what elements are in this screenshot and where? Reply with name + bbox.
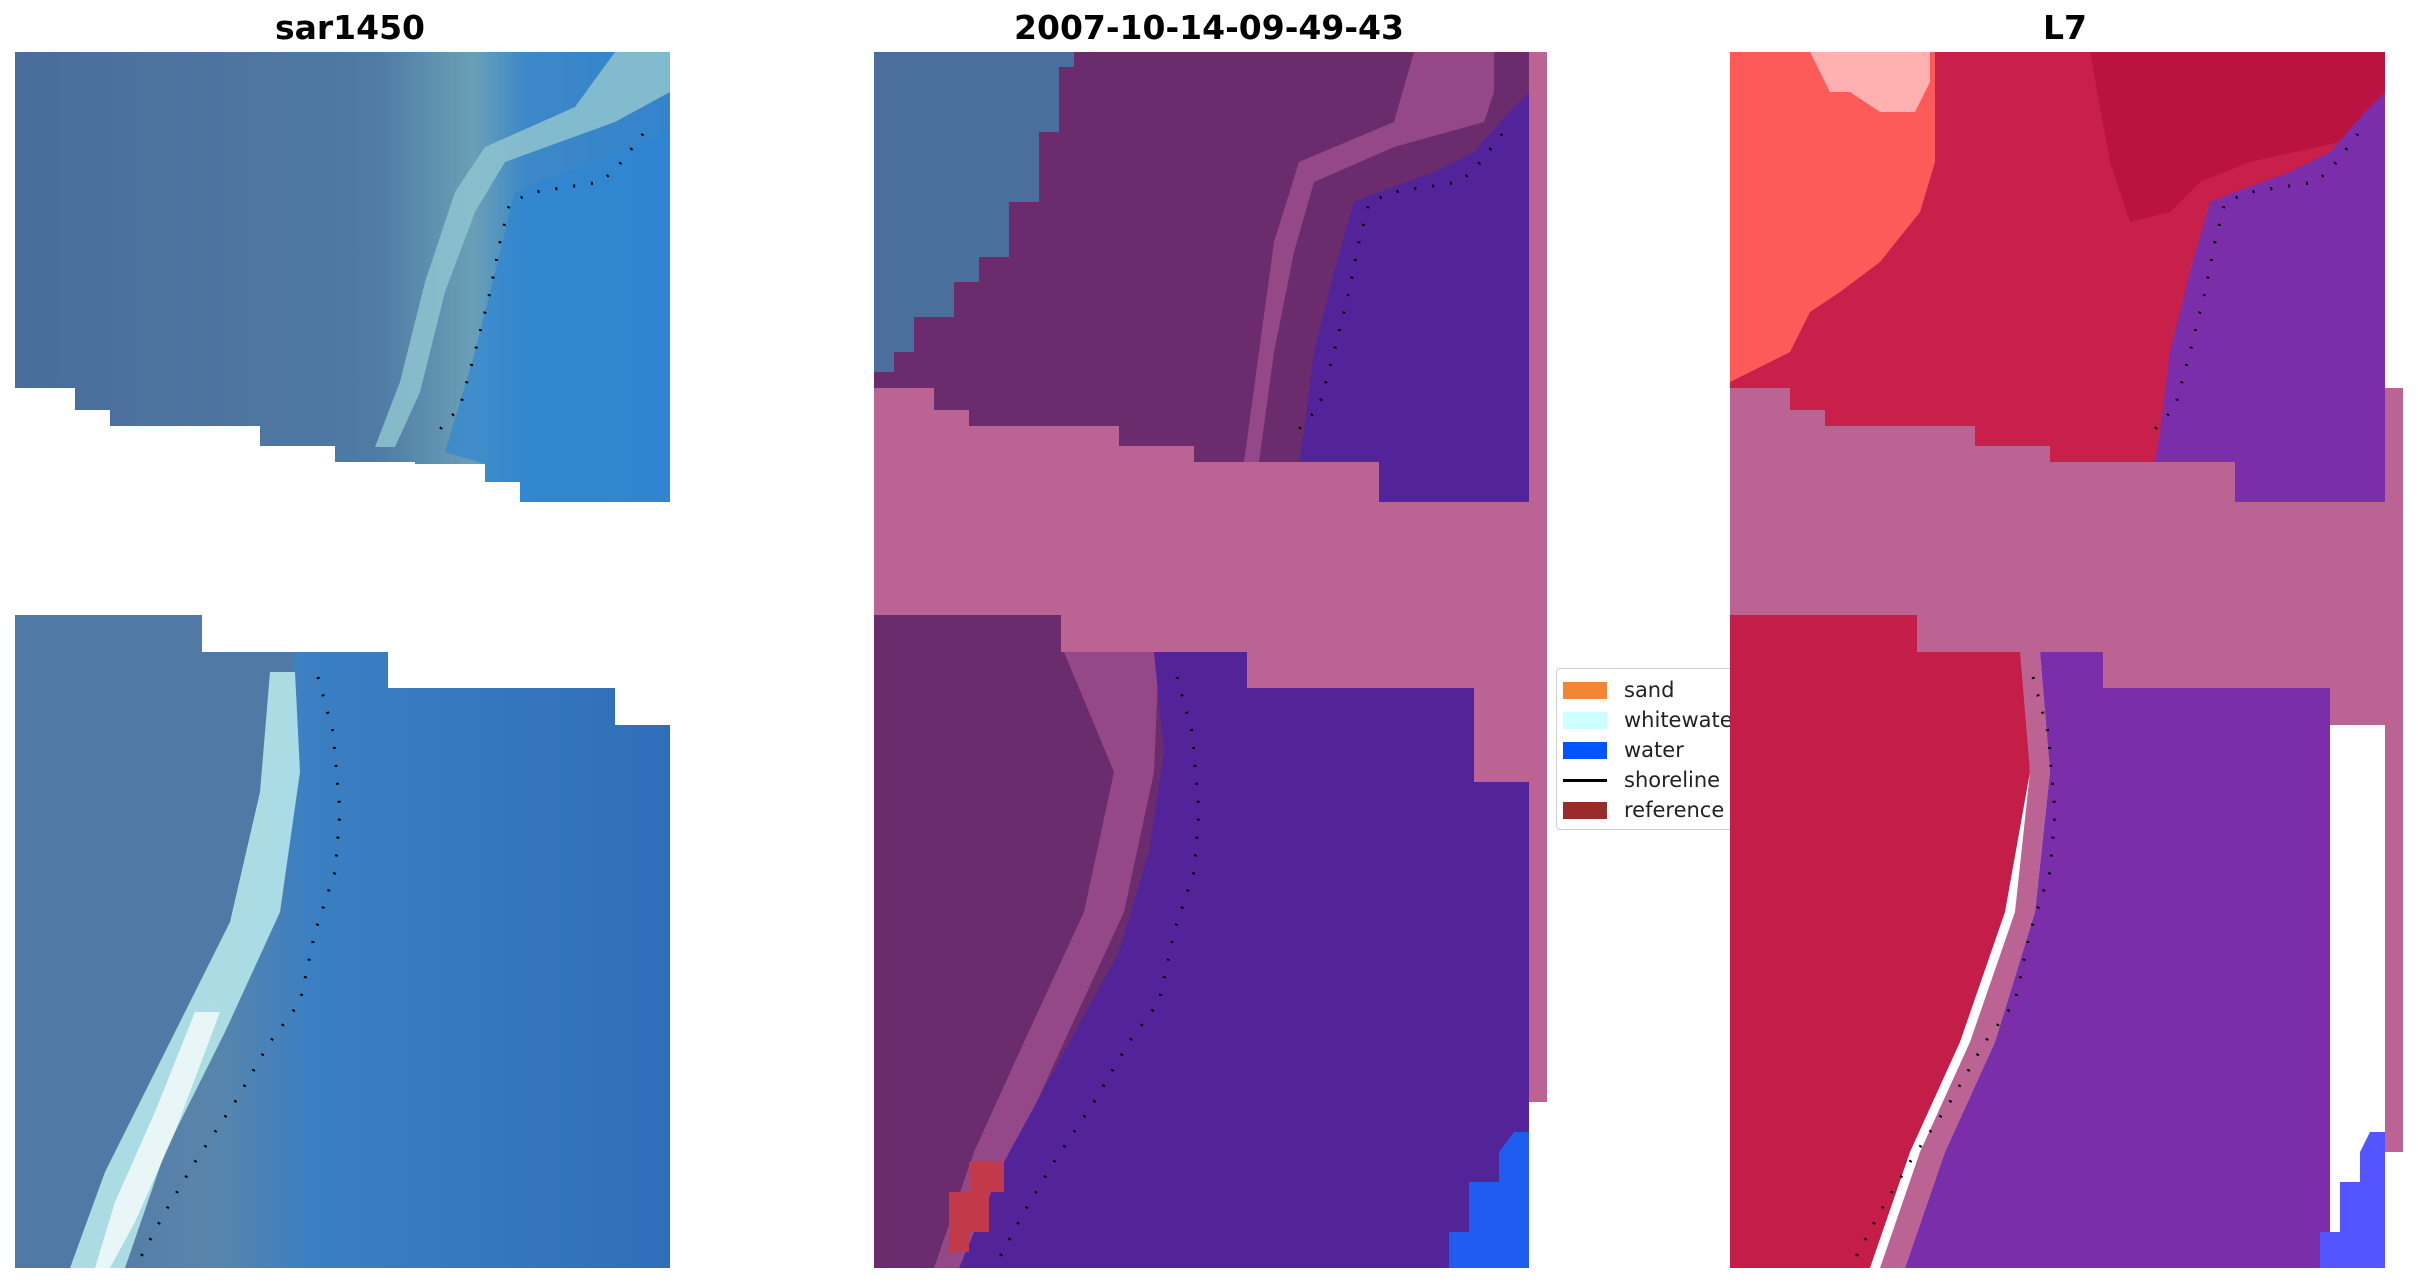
class-ocean-corner — [1449, 1132, 1529, 1268]
l7-top-dark-red — [2090, 52, 2385, 222]
class-nodata-right-edge — [1529, 52, 1547, 1102]
sar-bottom-whitewater-core — [95, 1012, 220, 1268]
legend-label-whitewater: whitewater — [1624, 708, 1742, 732]
sar-bottom-whitewater — [70, 672, 300, 1268]
water-swatch — [1563, 741, 1607, 759]
legend-item-reference: reference — [1563, 795, 1724, 825]
sar-bottom-land — [15, 615, 295, 1268]
legend-label-water: water — [1624, 738, 1684, 762]
l7-top-sand-light — [1810, 52, 1930, 112]
class-top-shoreline — [1290, 133, 1504, 439]
l7-top-shoreline — [2146, 133, 2360, 439]
class-top-sar — [874, 52, 1074, 372]
l7-ocean-corner — [2320, 1132, 2385, 1268]
sand-swatch — [1563, 681, 1607, 699]
class-top-light-band — [1244, 52, 1494, 462]
classified-image-panel — [874, 52, 1549, 1268]
legend-item-shoreline: shoreline — [1563, 765, 1720, 795]
sar-image-panel — [15, 52, 670, 1268]
middle-panel-title: 2007-10-14-09-49-43 — [1014, 8, 1404, 47]
class-nodata-step — [874, 388, 1529, 782]
class-bottom-water — [959, 652, 1529, 1268]
legend-label-reference: reference — [1624, 798, 1725, 822]
l7-bottom-land — [1730, 615, 2030, 1268]
l7-image-panel — [1730, 52, 2405, 1268]
class-reference-patch — [949, 1162, 1004, 1252]
sar-image — [15, 52, 670, 1268]
sar-top-water-dark — [445, 132, 670, 502]
legend-item-sand: sand — [1563, 675, 1674, 705]
right-panel-title: L7 — [2043, 8, 2087, 47]
left-panel-title: sar1450 — [274, 8, 426, 47]
legend: sand whitewater water shoreline referenc… — [1556, 668, 1746, 830]
legend-item-whitewater: whitewater — [1563, 705, 1741, 735]
l7-top-water — [2155, 92, 2385, 502]
shoreline-line-icon — [1563, 778, 1607, 782]
l7-bottom-water — [1905, 652, 2330, 1268]
legend-item-water: water — [1563, 735, 1684, 765]
l7-bottom-sand-strip — [1880, 652, 2050, 1268]
l7-image — [1730, 52, 2403, 1268]
whitewater-swatch — [1563, 711, 1607, 729]
l7-top-sand — [1730, 52, 1935, 382]
l7-nodata-step — [1730, 388, 2403, 725]
class-top-water — [1299, 92, 1529, 502]
sar-top-whitewater — [375, 52, 670, 447]
reference-swatch — [1563, 801, 1607, 819]
legend-label-shoreline: shoreline — [1624, 768, 1721, 792]
classified-image — [874, 52, 1547, 1268]
l7-nodata-right-edge — [2385, 502, 2403, 1152]
legend-label-sand: sand — [1624, 678, 1675, 702]
sar-top-shoreline — [431, 133, 645, 439]
